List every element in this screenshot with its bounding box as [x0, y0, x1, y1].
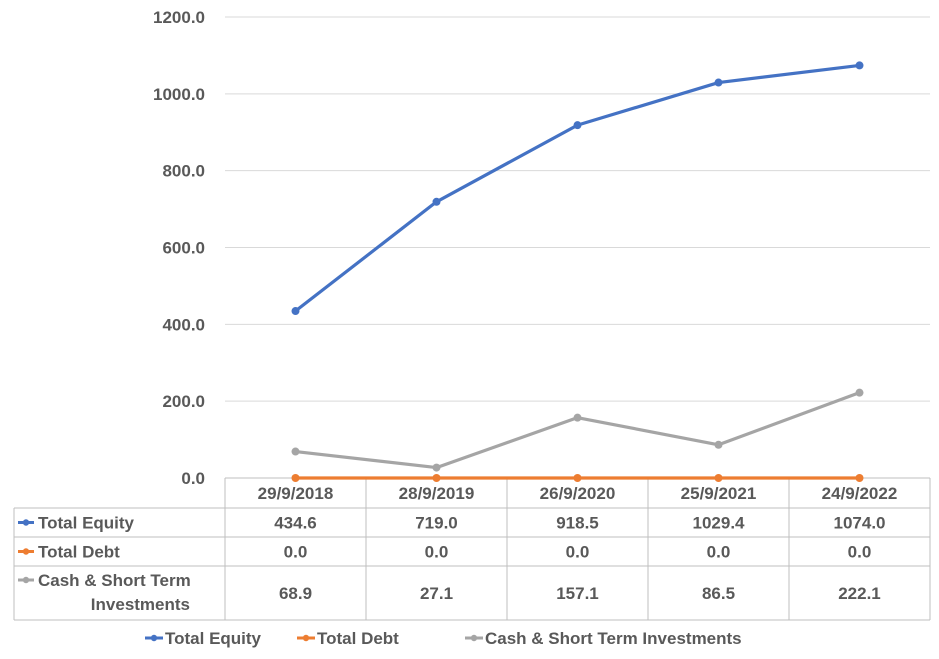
- data-point: [573, 121, 582, 130]
- table-cell: 0.0: [566, 543, 590, 562]
- legend-label: Total Equity: [165, 629, 262, 648]
- data-point: [432, 474, 441, 482]
- table-cell: 0.0: [707, 543, 731, 562]
- table-cell: 68.9: [279, 584, 312, 603]
- y-tick-label: 600.0: [162, 239, 205, 258]
- data-point: [855, 61, 864, 70]
- data-point: [714, 78, 723, 87]
- legend-key-marker: [302, 634, 310, 642]
- legend-label: Cash & Short Term Investments: [485, 629, 742, 648]
- table-cell: 27.1: [420, 584, 453, 603]
- x-tick-label: 28/9/2019: [399, 484, 475, 503]
- table-cell: 0.0: [848, 543, 872, 562]
- data-point: [291, 474, 300, 482]
- legend-key-marker: [470, 634, 478, 642]
- data-point: [573, 474, 582, 482]
- table-cell: 918.5: [556, 514, 599, 533]
- series-line: [293, 63, 862, 313]
- table-cell: 222.1: [838, 584, 881, 603]
- data-point: [432, 197, 441, 206]
- data-point: [573, 413, 582, 422]
- gridlines: [225, 16, 930, 402]
- y-tick-label: 800.0: [162, 162, 205, 181]
- legend-label: Total Debt: [317, 629, 399, 648]
- legend-key-marker: [150, 634, 158, 642]
- data-point: [714, 474, 723, 482]
- table-cell: 0.0: [425, 543, 449, 562]
- table-legend-key-marker: [22, 576, 30, 584]
- y-tick-label: 0.0: [181, 469, 205, 488]
- table-cell: 1029.4: [693, 514, 746, 533]
- y-tick-label: 1000.0: [153, 85, 205, 104]
- table-cell: 1074.0: [834, 514, 886, 533]
- table-legend-key-marker: [22, 548, 30, 555]
- table-cell: 434.6: [274, 514, 317, 533]
- data-point: [714, 440, 723, 449]
- plot-area: [291, 61, 864, 482]
- data-point: [855, 474, 864, 482]
- y-tick-label: 1200.0: [153, 8, 205, 27]
- table-cell: 86.5: [702, 584, 735, 603]
- x-tick-label: 26/9/2020: [540, 484, 616, 503]
- x-tick-label: 29/9/2018: [258, 484, 334, 503]
- y-tick-label: 200.0: [162, 392, 205, 411]
- y-tick-label: 400.0: [162, 315, 205, 334]
- data-table: 29/9/2018 28/9/2019 26/9/2020 25/9/2021 24/9…: [13, 477, 931, 621]
- y-axis-tick-labels: 0.0 200.0 400.0 600.0 800.0 1000.0 1200.0: [153, 8, 205, 488]
- data-point: [291, 307, 300, 316]
- row-label: Investments: [91, 595, 190, 614]
- series-line: [293, 391, 862, 470]
- data-point: [855, 388, 864, 397]
- table-cell: 0.0: [284, 543, 308, 562]
- data-point: [432, 463, 441, 472]
- x-tick-label: 25/9/2021: [681, 484, 757, 503]
- table-legend-key-marker: [22, 519, 30, 526]
- table-cell: 157.1: [556, 584, 599, 603]
- row-label: Total Debt: [38, 543, 120, 562]
- legend: Total Equity Total Debt Cash & Short Term …: [145, 629, 742, 648]
- row-label: Total Equity: [38, 514, 135, 533]
- x-tick-label: 24/9/2022: [822, 484, 898, 503]
- table-cell: 719.0: [415, 514, 458, 533]
- data-point: [291, 447, 300, 456]
- row-label: Cash & Short Term: [38, 571, 191, 590]
